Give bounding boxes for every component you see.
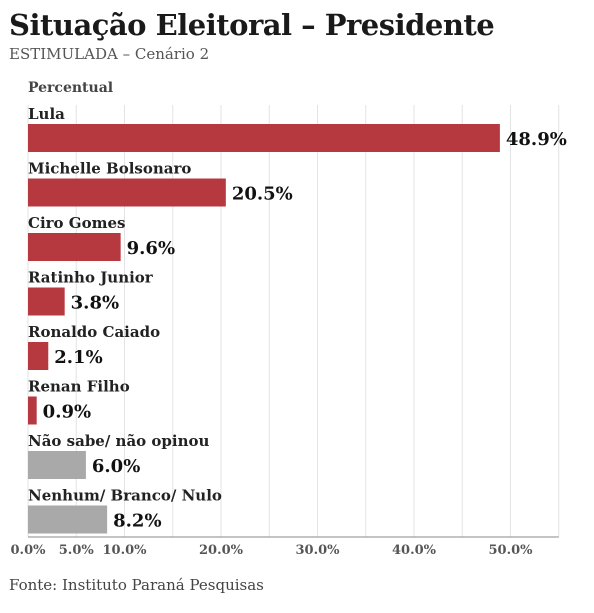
x-tick-label: 30.0% (295, 543, 340, 558)
source-note: Fonte: Instituto Paraná Pesquisas (9, 576, 264, 594)
x-axis: 0.0% 5.0% 10.0% 20.0% 30.0% 40.0% 50.0% (11, 536, 559, 558)
category-label: Nenhum/ Branco/ Nulo (28, 487, 222, 505)
value-label: 3.8% (71, 293, 119, 314)
bar (28, 287, 65, 316)
value-label: 2.1% (54, 347, 102, 368)
category-label: Não sabe/ não opinou (28, 432, 210, 450)
chart-title: Situação Eleitoral – Presidente (9, 8, 495, 42)
bar (28, 451, 86, 479)
bar (28, 505, 108, 534)
bar (28, 124, 500, 152)
bar (28, 342, 49, 370)
x-tick-label: 40.0% (392, 543, 437, 558)
bar-chart: Percentual Lula 48.9% Michelle Bolsonaro 20… (11, 80, 567, 558)
bars: Lula 48.9% Michelle Bolsonaro 20.5% Ciro Gom… (28, 105, 567, 534)
bar (28, 178, 226, 207)
x-tick-label: 10.0% (102, 543, 147, 558)
value-label: 48.9% (506, 129, 567, 150)
category-label: Ciro Gomes (28, 214, 125, 232)
value-label: 8.2% (113, 511, 161, 532)
category-label: Lula (28, 105, 65, 123)
category-label: Ronaldo Caiado (28, 323, 160, 341)
value-label: 20.5% (232, 184, 293, 205)
x-tick-label: 50.0% (488, 543, 533, 558)
category-label: Michelle Bolsonaro (28, 160, 191, 178)
chart-subtitle: ESTIMULADA – Cenário 2 (9, 45, 210, 63)
category-label: Renan Filho (28, 378, 130, 396)
category-label: Ratinho Junior (28, 269, 154, 287)
value-label: 6.0% (92, 456, 140, 477)
x-tick-label: 20.0% (199, 543, 244, 558)
x-tick-label: 0.0% (11, 543, 47, 558)
axis-title: Percentual (28, 80, 113, 96)
bar (28, 233, 121, 261)
x-tick-label: 5.0% (59, 543, 95, 558)
value-label: 9.6% (127, 238, 175, 259)
bar (28, 396, 37, 425)
value-label: 0.9% (43, 402, 91, 423)
